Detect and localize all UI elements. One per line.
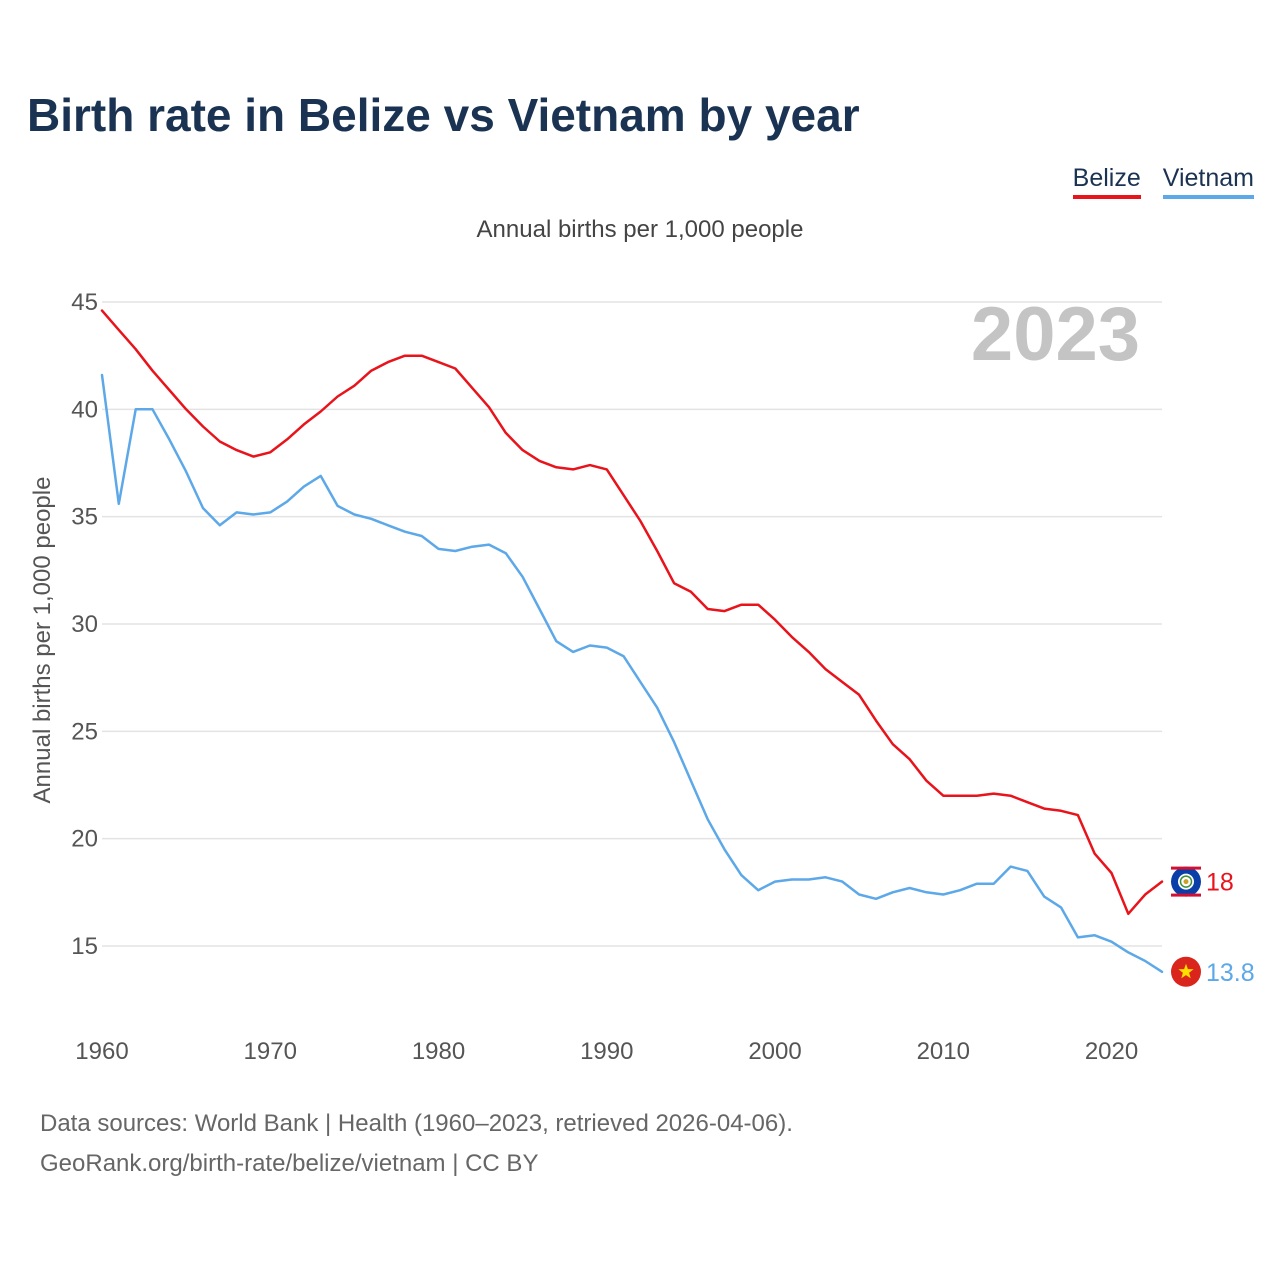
legend: Belize Vietnam bbox=[1072, 164, 1254, 199]
y-axis-ticks: 15 20 25 30 35 40 45 bbox=[71, 289, 98, 960]
end-value-label-vietnam: 13.8 bbox=[1206, 959, 1255, 987]
y-tick-label: 35 bbox=[71, 504, 98, 531]
y-axis-label: Annual births per 1,000 people bbox=[29, 477, 56, 804]
data-source-text: Data sources: World Bank | Health (1960–… bbox=[40, 1110, 793, 1137]
x-tick-label: 1990 bbox=[580, 1038, 633, 1065]
y-tick-label: 20 bbox=[71, 826, 98, 853]
y-tick-label: 30 bbox=[71, 611, 98, 638]
x-tick-label: 1980 bbox=[412, 1038, 465, 1065]
page-title: Birth rate in Belize vs Vietnam by year bbox=[27, 89, 860, 141]
x-tick-label: 1960 bbox=[75, 1038, 128, 1065]
year-watermark: 2023 bbox=[971, 292, 1140, 377]
x-tick-label: 1970 bbox=[244, 1038, 297, 1065]
y-tick-label: 40 bbox=[71, 396, 98, 423]
series-end-markers: 18 13.8 bbox=[1171, 866, 1255, 987]
x-tick-label: 2010 bbox=[917, 1038, 970, 1065]
series-line-belize bbox=[100, 309, 1164, 916]
series-lines bbox=[100, 309, 1164, 974]
legend-item-vietnam[interactable]: Vietnam bbox=[1162, 164, 1254, 199]
y-tick-label: 25 bbox=[71, 718, 98, 745]
legend-item-belize[interactable]: Belize bbox=[1072, 164, 1141, 199]
source-url-text[interactable]: GeoRank.org/birth-rate/belize/vietnam | … bbox=[40, 1150, 539, 1177]
chart-subtitle: Annual births per 1,000 people bbox=[476, 216, 804, 243]
line-chart: 2023 Annual births per 1,000 people 15 20… bbox=[29, 289, 1255, 1065]
footer: Data sources: World Bank | Health (1960–… bbox=[40, 1104, 793, 1184]
series-line-vietnam bbox=[100, 373, 1164, 974]
x-tick-label: 2000 bbox=[748, 1038, 801, 1065]
x-tick-label: 2020 bbox=[1085, 1038, 1138, 1065]
end-value-label-belize: 18 bbox=[1206, 869, 1234, 897]
vietnam-flag-icon bbox=[1171, 956, 1201, 987]
y-tick-label: 45 bbox=[71, 289, 98, 316]
y-tick-label: 15 bbox=[71, 933, 98, 960]
grid-lines bbox=[102, 301, 1162, 947]
x-axis-ticks: 1960 1970 1980 1990 2000 2010 2020 bbox=[75, 1038, 1138, 1065]
belize-flag-icon bbox=[1171, 866, 1201, 897]
